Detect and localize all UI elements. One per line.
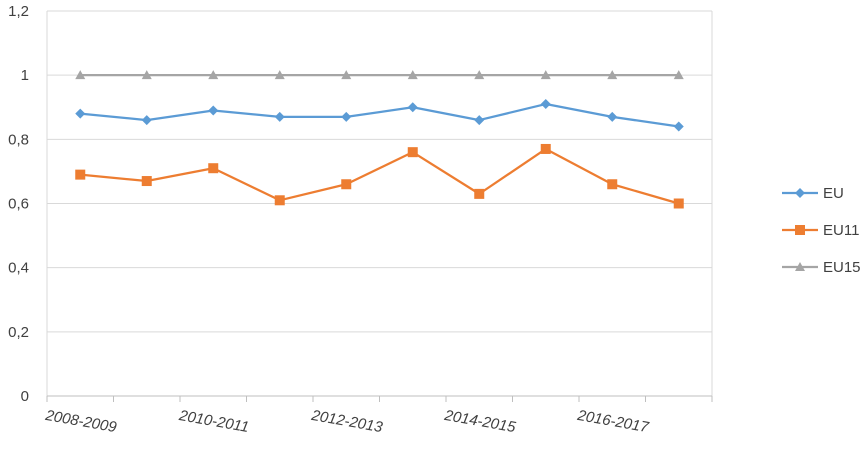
data-point [540,99,551,110]
data-point [341,111,352,122]
legend-marker [795,188,805,198]
y-tick-label: 0,4 [8,260,29,277]
data-point [607,70,618,80]
series-group [75,70,684,209]
data-point [540,70,551,80]
data-point [474,188,485,199]
legend-item-eu11: EU11 [782,222,859,239]
x-axis [46,395,713,402]
series-line-eu11 [80,147,680,205]
data-point [208,70,219,80]
data-point [407,102,418,113]
legend: EU EU11 EU15 [782,185,861,276]
x-tick-label: 2010-2011 [177,407,250,436]
gridlines [46,10,713,397]
data-point [341,70,352,80]
data-point [274,195,285,206]
data-point [341,179,352,190]
legend-marker [795,262,805,271]
series-eu11 [75,143,684,209]
legend-label: EU15 [823,259,861,276]
y-tick-label: 1 [21,67,29,84]
legend-label: EU11 [823,222,859,239]
data-point [274,111,285,122]
data-point [208,105,219,116]
series-eu15 [75,70,684,80]
data-point [607,179,618,190]
data-point [407,70,418,80]
legend-label: EU [823,185,844,202]
data-point [274,70,285,80]
y-tick-label: 0,8 [8,131,29,148]
data-point [673,70,684,80]
data-point [407,147,418,158]
legend-item-eu: EU [782,185,844,202]
data-point [75,169,86,180]
y-tick-label: 0,6 [8,196,29,213]
legend-item-eu15: EU15 [782,259,861,276]
x-tick-label: 2008-2009 [43,407,118,436]
legend-marker [795,225,805,235]
data-point [540,143,551,154]
data-point [673,198,684,209]
x-tick-label: 2016-2017 [575,407,650,436]
x-axis-ticks: 2008-2009 2010-2011 2012-2013 2014-2015 2016… [43,407,650,436]
data-point [141,176,152,187]
data-point [75,70,86,80]
data-point [75,108,86,119]
data-point [673,121,684,132]
series-line-eu [80,102,679,128]
y-tick-label: 0,2 [8,324,29,341]
series-eu [75,99,684,132]
data-point [474,115,485,126]
data-point [141,115,152,126]
x-tick-label: 2014-2015 [442,407,517,436]
data-point [474,70,485,80]
data-point [208,163,219,174]
y-tick-label: 0 [21,388,29,405]
data-point [141,70,152,80]
data-point [607,111,618,122]
y-tick-label: 1,2 [8,3,29,20]
y-axis-ticks: 0 0,2 0,4 0,6 0,8 1 1,2 [8,3,29,405]
x-tick-label: 2012-2013 [309,407,384,436]
